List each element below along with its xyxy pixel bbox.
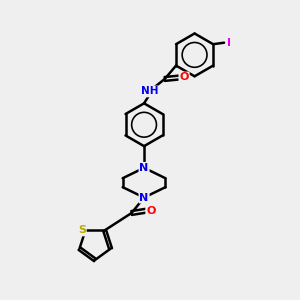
Text: O: O (146, 206, 156, 216)
Text: N: N (140, 163, 149, 173)
Text: N: N (140, 193, 149, 202)
Text: S: S (78, 225, 86, 236)
Text: O: O (179, 73, 189, 82)
Text: I: I (226, 38, 231, 48)
Text: NH: NH (141, 86, 158, 96)
